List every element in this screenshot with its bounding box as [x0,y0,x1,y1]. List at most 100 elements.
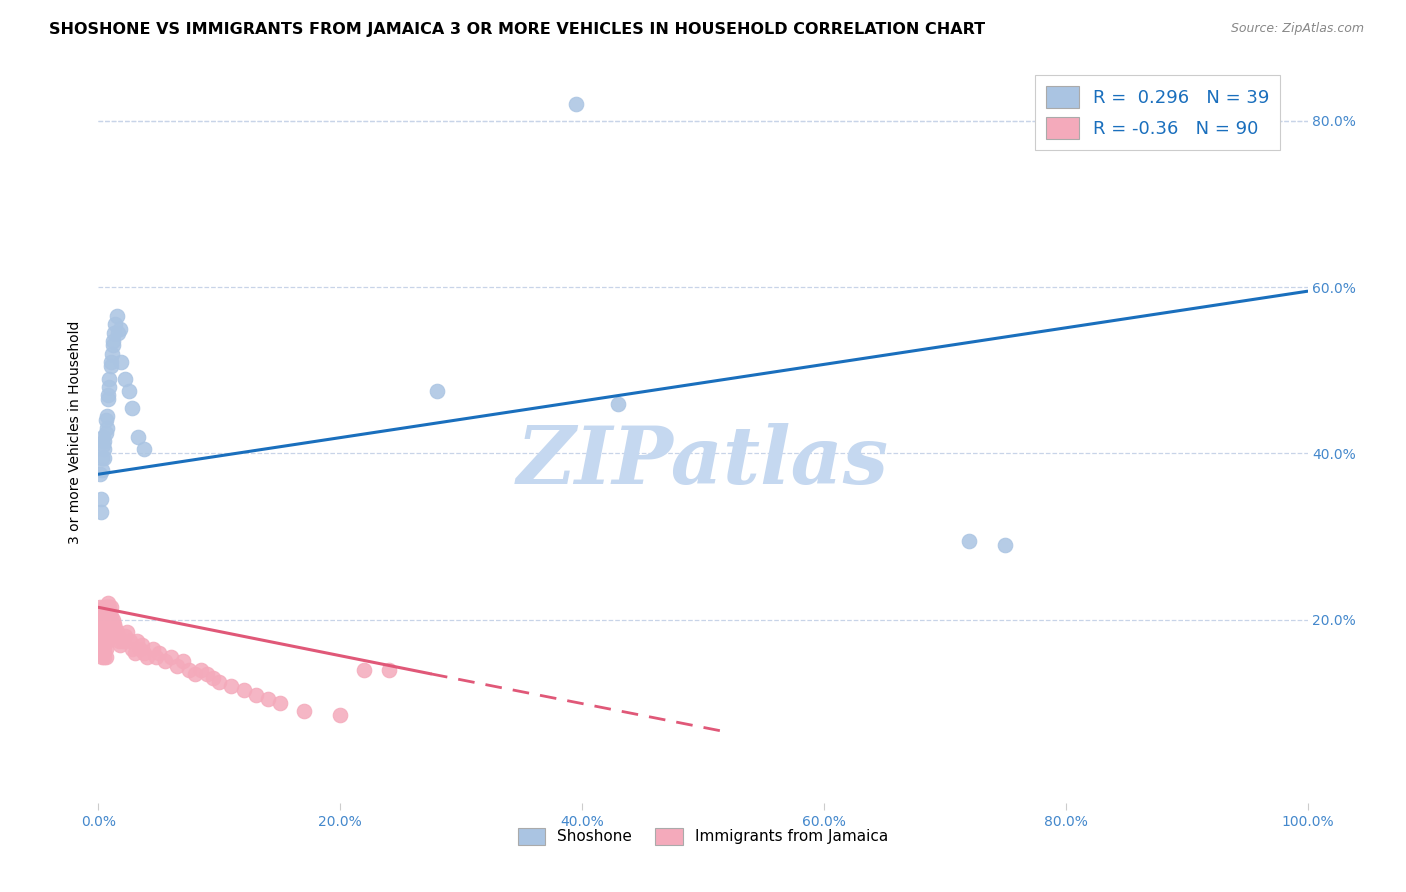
Point [94,413,117,427]
Point [108,638,131,652]
Point [208,675,231,690]
Point [91,463,114,477]
Point [121,641,143,656]
Point [91,638,114,652]
Point [96,625,118,640]
Point [131,638,153,652]
Point [104,621,127,635]
Point [957,533,980,548]
Point [91,613,114,627]
Point [89,608,111,623]
Point [124,646,146,660]
Point [202,671,225,685]
Point [135,650,157,665]
Point [93,600,115,615]
Point [94,650,117,665]
Point [105,309,128,323]
Point [94,641,117,656]
Point [104,318,127,332]
Point [91,438,114,452]
Point [179,663,201,677]
Point [105,625,128,640]
Point [166,658,188,673]
Point [134,646,156,660]
Point [98,600,121,615]
Point [108,633,131,648]
Point [90,505,112,519]
Point [329,708,352,723]
Point [145,650,167,665]
Point [100,346,122,360]
Point [100,359,122,373]
Point [195,666,218,681]
Point [118,384,141,398]
Point [91,646,114,660]
Point [89,467,111,482]
Text: ZIPatlas: ZIPatlas [517,424,889,501]
Point [90,625,112,640]
Point [93,625,115,640]
Point [100,616,122,631]
Point [256,691,278,706]
Point [100,600,122,615]
Point [98,380,121,394]
Point [91,629,114,643]
Point [94,633,117,648]
Point [90,608,112,623]
Point [97,613,120,627]
Point [103,616,125,631]
Point [90,492,112,507]
Point [377,663,399,677]
Point [91,621,114,635]
Point [160,650,183,665]
Point [245,688,267,702]
Point [101,334,124,348]
Point [90,633,112,648]
Point [118,633,141,648]
Point [91,430,114,444]
Point [96,409,118,423]
Point [91,650,114,665]
Y-axis label: 3 or more Vehicles in Household: 3 or more Vehicles in Household [69,321,83,544]
Point [91,613,114,627]
Point [134,442,156,457]
Point [269,696,291,710]
Point [98,608,121,623]
Point [91,605,114,619]
Point [97,392,120,407]
Point [94,600,117,615]
Point [353,663,375,677]
Point [94,608,117,623]
Point [91,646,114,660]
Point [96,633,118,648]
Point [994,538,1017,552]
Point [94,425,117,440]
Point [97,596,120,610]
Point [100,608,122,623]
Point [110,355,132,369]
Point [94,625,117,640]
Point [96,608,118,623]
Point [96,600,118,615]
Point [96,421,118,435]
Point [142,641,165,656]
Point [97,621,120,635]
Point [91,450,114,465]
Point [607,396,630,410]
Point [292,704,315,718]
Point [93,616,115,631]
Point [90,616,112,631]
Point [127,430,149,444]
Point [93,442,115,457]
Point [111,633,134,648]
Text: Source: ZipAtlas.com: Source: ZipAtlas.com [1230,22,1364,36]
Point [98,616,121,631]
Point [184,666,207,681]
Point [107,629,129,643]
Point [89,600,111,615]
Point [153,654,176,668]
Point [114,371,136,385]
Point [117,625,139,640]
Point [121,401,143,415]
Point [101,613,124,627]
